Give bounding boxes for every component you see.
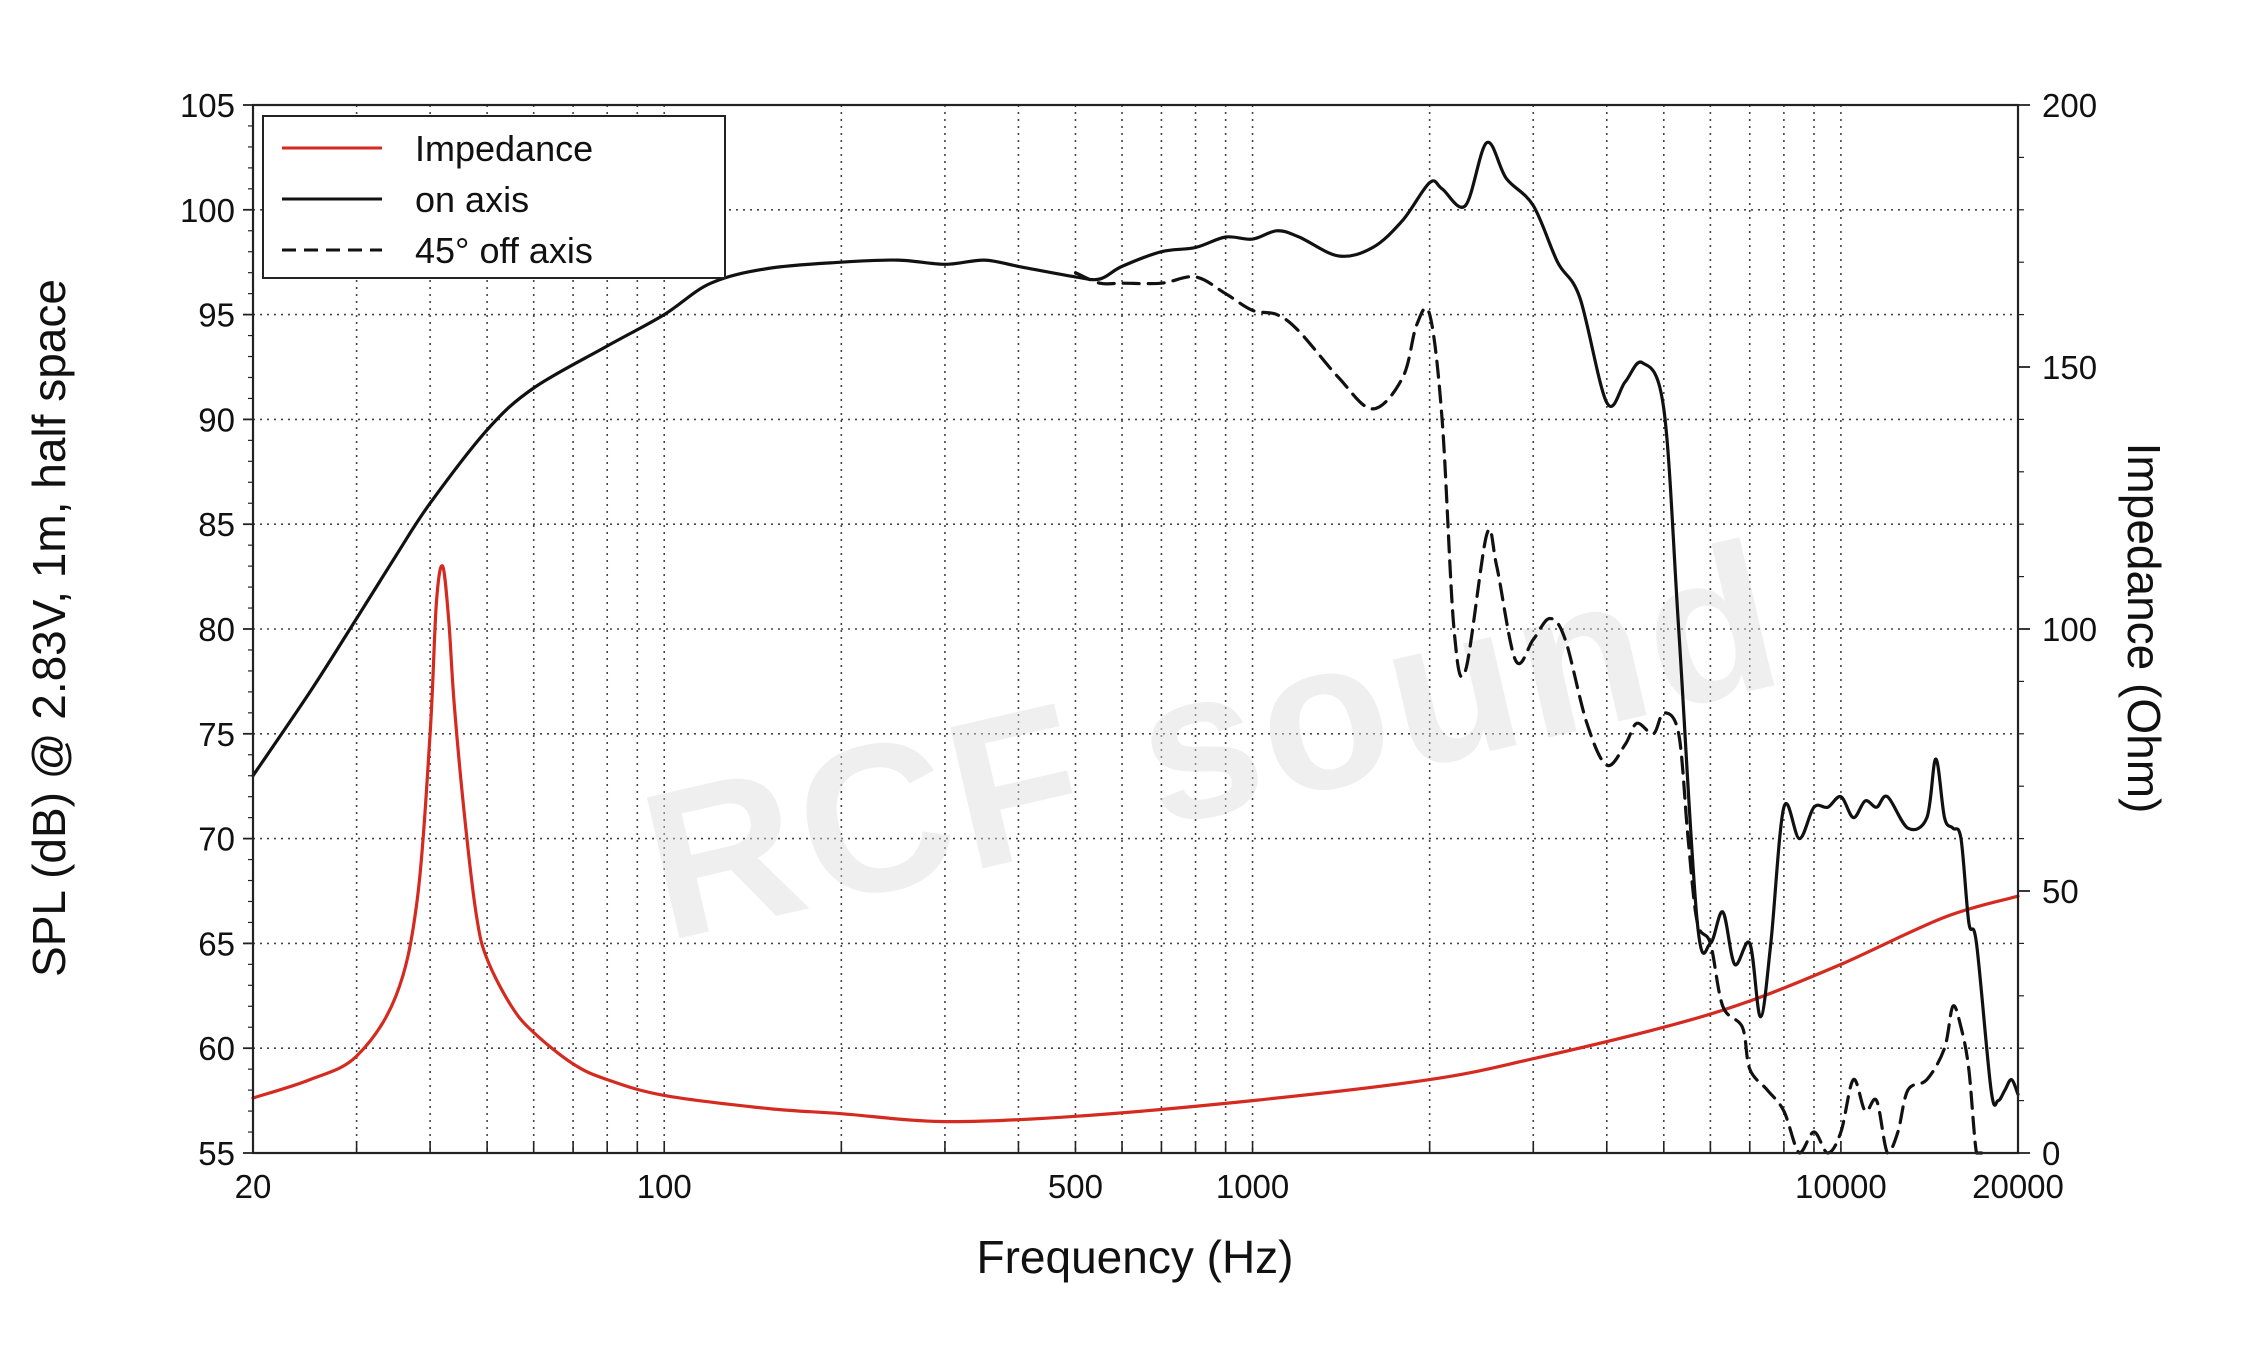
x-tick-label: 500: [1048, 1168, 1103, 1205]
y-tick-label: 105: [180, 87, 235, 124]
x-tick-label: 1000: [1216, 1168, 1289, 1205]
y2-tick-label: 0: [2042, 1135, 2060, 1172]
x-axis-title: Frequency (Hz): [977, 1231, 1294, 1283]
grid: [253, 105, 2018, 1153]
y-tick-label: 65: [198, 925, 235, 962]
y-axis-title: SPL (dB) @ 2.83V, 1m, half space: [23, 279, 75, 977]
legend-label-off-axis: 45° off axis: [415, 230, 593, 271]
legend: Impedance on axis 45° off axis: [262, 115, 726, 279]
y-tick-label: 85: [198, 506, 235, 543]
y2-tick-label: 100: [2042, 611, 2097, 648]
x-tick-label: 10000: [1795, 1168, 1887, 1205]
series-line-impedance: [251, 564, 2020, 1124]
y-tick-label: 75: [198, 716, 235, 753]
ticks: 55 60 65 70 75 80 85 90 95 100 105 0 50 100 150 200 20 10…: [180, 87, 2097, 1205]
y-tick-label: 55: [198, 1135, 235, 1172]
y-tick-label: 80: [198, 611, 235, 648]
legend-label-impedance: Impedance: [415, 128, 593, 169]
x-tick-label: 100: [637, 1168, 692, 1205]
y2-tick-label: 150: [2042, 349, 2097, 386]
y-tick-label: 90: [198, 401, 235, 438]
series-line-on-axis: [251, 140, 2020, 1107]
x-tick-label: 20: [235, 1168, 272, 1205]
y-tick-label: 70: [198, 821, 235, 858]
legend-label-on-axis: on axis: [415, 179, 529, 220]
y-tick-label: 95: [198, 297, 235, 334]
y2-tick-label: 200: [2042, 87, 2097, 124]
watermark: RCF sound: [623, 496, 1802, 985]
y2-tick-label: 50: [2042, 873, 2079, 910]
y-tick-label: 60: [198, 1030, 235, 1067]
y-tick-label: 100: [180, 192, 235, 229]
series: [251, 140, 2020, 1155]
y2-axis-title: Impedance (Ohm): [2118, 443, 2170, 814]
series-line-45-off-axis: [1073, 271, 1986, 1155]
x-tick-label: 20000: [1972, 1168, 2064, 1205]
